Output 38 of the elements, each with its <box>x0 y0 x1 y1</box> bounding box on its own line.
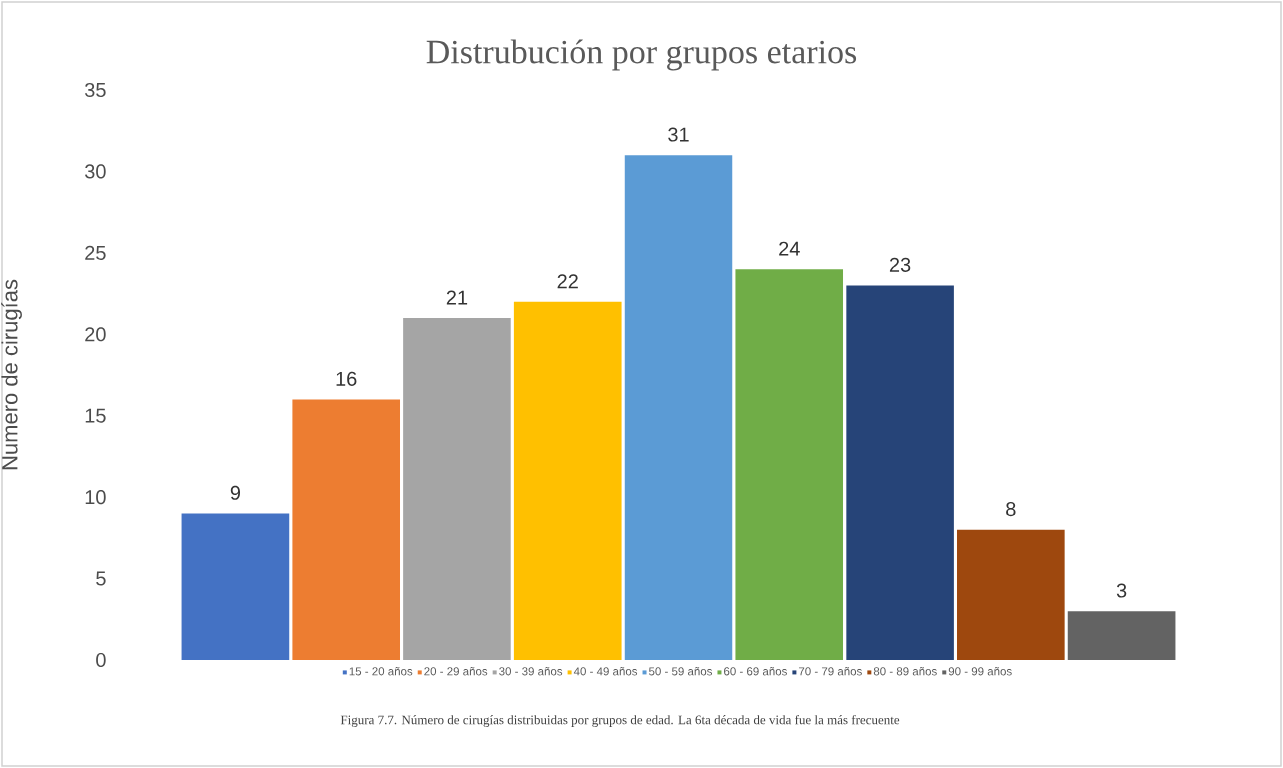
bar <box>181 513 290 660</box>
legend-label: 30 - 39 años <box>499 667 563 676</box>
legend-label: 20 - 29 años <box>424 667 488 676</box>
legend-label: 60 - 69 años <box>724 667 787 676</box>
bar <box>292 399 401 660</box>
data-label: 22 <box>557 274 578 289</box>
y-tick-label: 10 <box>85 490 106 505</box>
legend-label: 90 - 99 años <box>948 667 1012 676</box>
y-axis-title: Numero de cirugías <box>1 279 22 470</box>
data-label: 3 <box>1116 583 1127 598</box>
y-tick-label: 0 <box>96 652 106 668</box>
y-tick-label: 20 <box>85 327 106 342</box>
data-label: 31 <box>668 127 689 142</box>
bar <box>846 285 954 660</box>
bar <box>735 269 844 660</box>
legend-label: 70 - 79 años <box>798 667 862 676</box>
data-label: 24 <box>779 241 800 256</box>
y-tick-label: 5 <box>96 571 106 586</box>
legend-label: 50 - 59 años <box>648 667 713 676</box>
data-label: 8 <box>1006 502 1016 517</box>
legend-label: 40 - 49 años <box>573 667 638 676</box>
bar <box>513 301 622 660</box>
data-label: 9 <box>230 485 241 500</box>
data-label: 16 <box>336 371 357 386</box>
legend-label: 15 - 20 años <box>349 667 413 676</box>
y-tick-label: 30 <box>85 164 106 179</box>
bar <box>624 155 733 660</box>
y-tick-label: 35 <box>85 82 106 98</box>
y-tick-label: 15 <box>85 408 106 423</box>
data-label: 21 <box>446 290 468 305</box>
y-tick-label: 25 <box>85 245 106 260</box>
data-label: 23 <box>889 257 911 272</box>
chart-title: Distrubución por grupos etarios <box>426 39 857 71</box>
bar <box>956 529 1065 660</box>
bar <box>1067 611 1176 660</box>
legend-label: 80 - 89 años <box>873 667 937 676</box>
text: Figura 7.7. Número de cirugías distribuidas por grupos de edad. La 6ta década de vida fue la más frecuente <box>340 715 900 727</box>
bar <box>403 317 511 660</box>
